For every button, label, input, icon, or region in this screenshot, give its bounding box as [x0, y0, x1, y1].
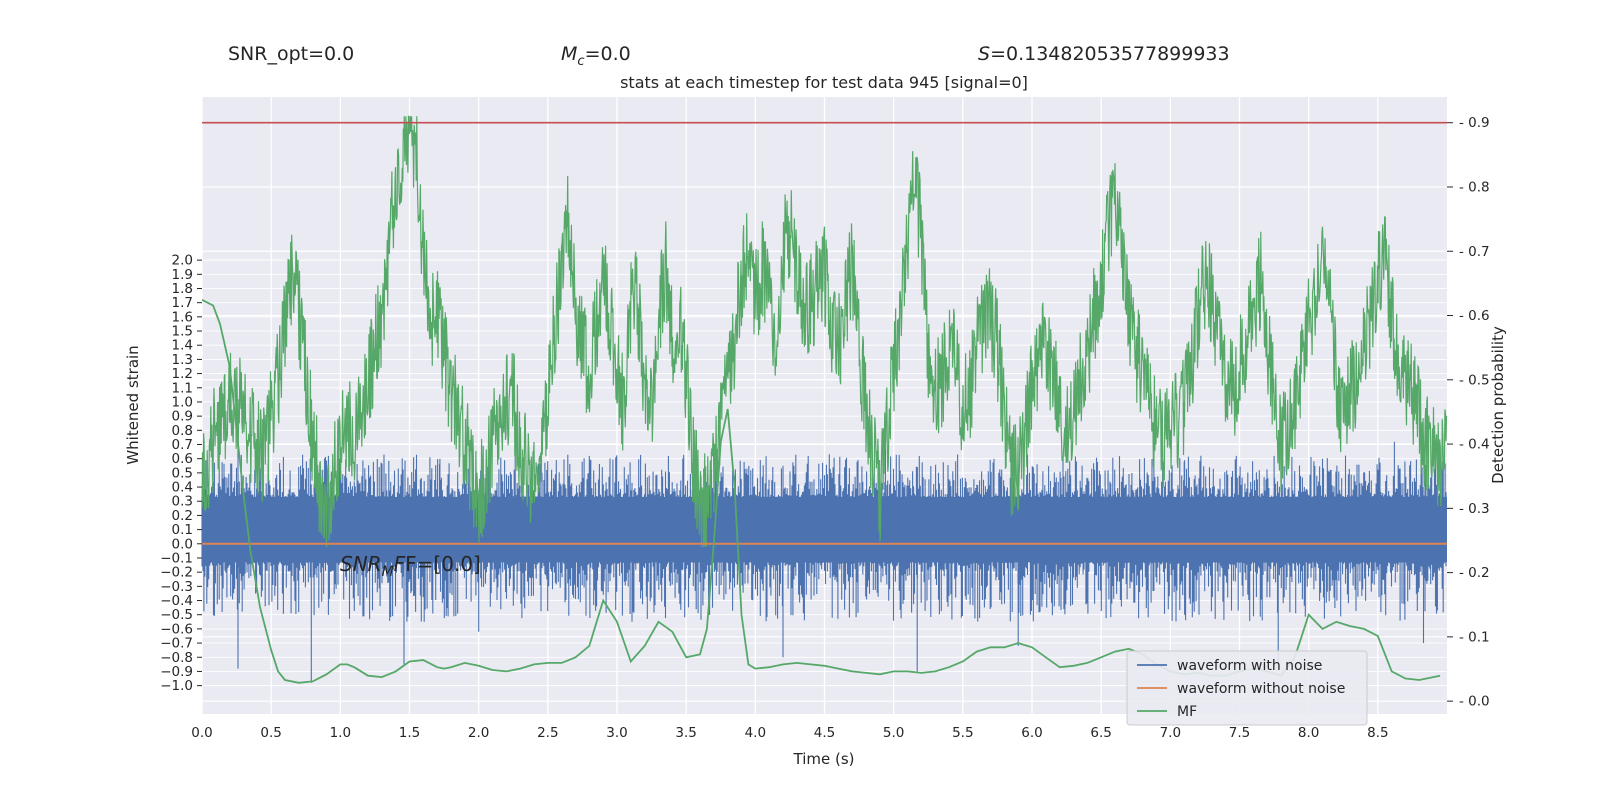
y-right-tick-label: - 0.0	[1459, 694, 1490, 710]
score-label: S=0.13482053577899933	[978, 43, 1230, 65]
y-left-axis-label: Whitened strain	[124, 345, 142, 464]
y-right-tick-label: - 0.8	[1459, 179, 1490, 195]
y-right-tick-label: - 0.1	[1459, 629, 1490, 645]
chirp-mass-label: Mc=0.0	[561, 43, 631, 69]
y-left-tick-label: −0.2	[160, 565, 193, 581]
x-tick-label: 7.5	[1229, 725, 1250, 741]
chart-title: stats at each timestep for test data 945…	[620, 73, 1028, 92]
x-tick-label: 4.0	[745, 725, 766, 741]
y-left-tick-label: 0.6	[172, 451, 193, 467]
y-left-tick-label: −0.6	[160, 621, 193, 637]
y-right-tick-label: - 0.4	[1459, 437, 1490, 453]
y-left-tick-label: −1.0	[160, 678, 193, 694]
x-tick-label: 0.5	[260, 725, 281, 741]
y-left-tick-label: −0.1	[160, 550, 193, 566]
x-tick-label: 8.5	[1367, 725, 1388, 741]
detection-probability-line	[201, 115, 1448, 547]
y-left-tick-label: 0.2	[172, 508, 193, 524]
y-left-tick-label: 1.7	[172, 295, 193, 311]
y-left-tick-label: 1.2	[172, 366, 193, 382]
x-tick-label: 0.0	[191, 725, 212, 741]
snr-opt-label: SNR_opt=0.0	[228, 43, 354, 65]
x-tick-label: 7.0	[1160, 725, 1181, 741]
y-right-axis-label: Detection probability	[1489, 326, 1507, 484]
legend: waveform with noise waveform without noi…	[1126, 650, 1368, 726]
y-left-tick-label: 1.9	[172, 267, 193, 283]
x-tick-label: 5.5	[952, 725, 973, 741]
x-tick-label: 2.5	[537, 725, 558, 741]
y-left-tick-label: 1.6	[172, 309, 193, 325]
y-left-tick-label: −0.8	[160, 650, 193, 666]
legend-label-noise: waveform with noise	[1177, 658, 1322, 674]
y-left-tick-label: 0.5	[172, 465, 193, 481]
legend-label-mf: MF	[1177, 704, 1197, 720]
y-left-tick-label: 1.5	[172, 324, 193, 340]
y-left-tick-label: 0.7	[172, 437, 193, 453]
x-tick-label: 8.0	[1298, 725, 1319, 741]
y-left-tick-label: −0.7	[160, 636, 193, 652]
y-left-tick-label: 0.0	[172, 536, 193, 552]
signal-layer	[201, 115, 1448, 684]
y-right-tick-label: - 0.7	[1459, 244, 1490, 260]
x-tick-label: 1.0	[330, 725, 351, 741]
x-tick-label: 1.5	[399, 725, 420, 741]
y-left-tick-label: 1.8	[172, 281, 193, 297]
y-right-tick-label: - 0.6	[1459, 308, 1490, 324]
y-left-tick-label: 0.3	[172, 494, 193, 510]
y-right-tick-label: - 0.3	[1459, 501, 1490, 517]
y-right-tick-label: - 0.9	[1459, 115, 1490, 131]
x-tick-label: 6.5	[1090, 725, 1111, 741]
y-left-tick-label: 1.0	[172, 394, 193, 410]
y-left-tick-label: −0.5	[160, 607, 193, 623]
y-left-tick-label: −0.3	[160, 579, 193, 595]
y-left-tick-label: −0.4	[160, 593, 193, 609]
y-left-tick-label: 2.0	[172, 253, 193, 269]
y-right-tick-label: - 0.2	[1459, 565, 1490, 581]
y-left-tick-label: 0.9	[172, 409, 193, 425]
x-tick-label: 3.0	[606, 725, 627, 741]
x-tick-label: 3.5	[675, 725, 696, 741]
x-tick-label: 6.0	[1021, 725, 1042, 741]
x-tick-label: 4.5	[814, 725, 835, 741]
y-left-tick-label: 1.1	[172, 380, 193, 396]
x-tick-label: 5.0	[883, 725, 904, 741]
y-left-tick-label: 1.4	[172, 338, 193, 354]
y-left-tick-label: 1.3	[172, 352, 193, 368]
y-left-tick-label: 0.4	[172, 480, 193, 496]
y-left-tick-label: 0.1	[172, 522, 193, 538]
y-right-tick-label: - 0.5	[1459, 372, 1490, 388]
x-tick-label: 2.0	[468, 725, 489, 741]
y-left-tick-label: 0.8	[172, 423, 193, 439]
y-left-tick-label: −0.9	[160, 664, 193, 680]
legend-box	[1126, 650, 1368, 726]
x-axis-label: Time (s)	[793, 750, 855, 768]
tick-layer: 0.0 0.5 1.0 1.5 2.0 2.5 3.0 3.5 4.0 4.5 5.0 5.5 6.0 6…	[160, 115, 1489, 741]
legend-label-clean: waveform without noise	[1177, 681, 1345, 697]
snr-mf-annotation: SNRMFF=[0.0]	[340, 552, 481, 580]
